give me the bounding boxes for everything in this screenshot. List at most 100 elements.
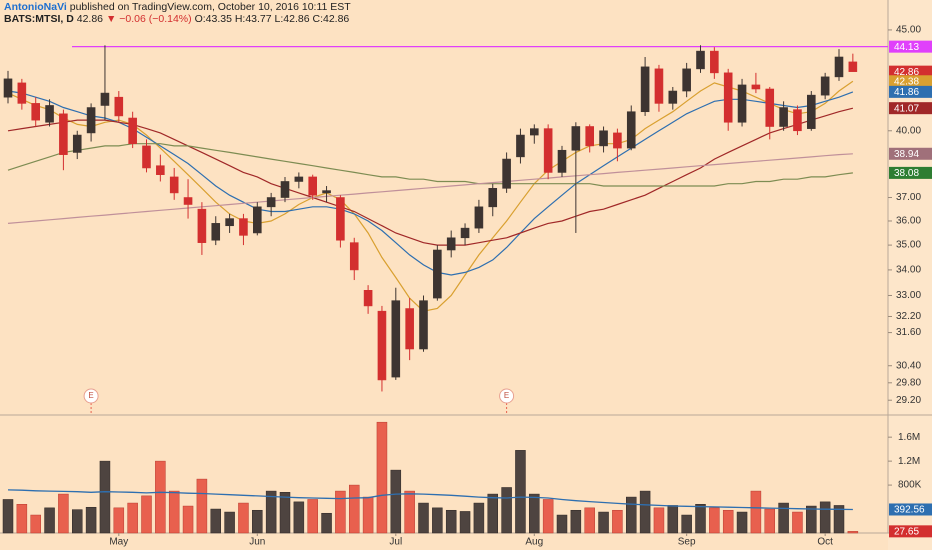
volume-bar bbox=[750, 490, 762, 534]
price-badge bbox=[889, 40, 932, 53]
moving-average bbox=[7, 90, 854, 276]
candle-body bbox=[460, 227, 470, 239]
volume-bar bbox=[279, 492, 291, 534]
volume-bar bbox=[584, 507, 595, 534]
candle-body bbox=[543, 128, 553, 173]
y-tick-label: 37.00 bbox=[896, 192, 921, 203]
volume-bar bbox=[459, 511, 471, 534]
price-badge-label: 42.38 bbox=[894, 76, 919, 87]
candle-body bbox=[751, 84, 761, 90]
volume-bar bbox=[335, 490, 346, 534]
price-badge-label: 38.08 bbox=[894, 168, 919, 179]
moving-average bbox=[7, 143, 853, 187]
volume-bar bbox=[792, 511, 803, 534]
last-price: 42.86 bbox=[76, 13, 104, 25]
candle-body bbox=[779, 107, 788, 127]
volume-bar bbox=[362, 496, 374, 534]
candle-body bbox=[696, 50, 705, 70]
candle-body bbox=[626, 111, 636, 149]
y-tick-label: 35.00 bbox=[896, 240, 921, 251]
y-tick-label: 29.80 bbox=[896, 377, 921, 388]
x-tick-label: May bbox=[109, 537, 128, 548]
volume-bar bbox=[418, 502, 429, 534]
volume-bar bbox=[72, 509, 83, 534]
y-tick-label: 45.00 bbox=[896, 25, 921, 36]
volume-bar bbox=[806, 505, 817, 534]
volume-bar bbox=[224, 511, 235, 534]
candle-body bbox=[419, 300, 428, 350]
candle-body bbox=[100, 92, 110, 106]
price-badge bbox=[889, 147, 932, 160]
symbol: BATS:MTSI, D bbox=[4, 13, 74, 25]
volume-bar bbox=[210, 508, 221, 534]
candle-body bbox=[72, 134, 82, 153]
candle-body bbox=[433, 249, 442, 299]
candle-body bbox=[308, 176, 318, 196]
candle-body bbox=[682, 68, 691, 92]
candle-body bbox=[266, 197, 276, 208]
publish-line: AntonioNaVi published on TradingView.com… bbox=[4, 1, 351, 13]
volume-bar bbox=[639, 490, 651, 534]
candle-body bbox=[529, 128, 539, 136]
price-badge-label: 27.65 bbox=[894, 526, 919, 537]
price-badge-label: 41.07 bbox=[894, 103, 919, 114]
published: published on TradingView.com, October 10… bbox=[69, 1, 351, 13]
volume-bar bbox=[487, 493, 498, 534]
change: ▼ −0.06 (−0.14%) bbox=[105, 13, 192, 25]
price-badge bbox=[889, 75, 932, 88]
candle-body bbox=[848, 61, 858, 72]
volume-bar bbox=[155, 460, 166, 534]
candle-body bbox=[488, 188, 498, 208]
candle-body bbox=[806, 94, 816, 129]
volume-bar bbox=[722, 509, 734, 534]
price-badge bbox=[889, 102, 932, 115]
volume-bar bbox=[141, 495, 152, 534]
volume-bar bbox=[113, 507, 125, 534]
volume-bar bbox=[501, 487, 512, 534]
candle-body bbox=[45, 105, 54, 123]
candle-body bbox=[363, 289, 373, 307]
candle-body bbox=[86, 107, 96, 134]
candle-body bbox=[668, 90, 678, 104]
candle-body bbox=[446, 237, 456, 251]
candle-body bbox=[405, 308, 414, 350]
volume-bar bbox=[653, 507, 665, 534]
change-value: −0.06 (−0.14%) bbox=[119, 13, 192, 25]
candle-body bbox=[349, 242, 359, 271]
candle-body bbox=[654, 68, 664, 104]
candle-body bbox=[211, 223, 221, 241]
event-label: E bbox=[88, 391, 93, 400]
candle-body bbox=[322, 190, 331, 194]
y-tick-label: 30.40 bbox=[896, 360, 921, 371]
volume-bar bbox=[681, 514, 692, 534]
volume-bar bbox=[847, 531, 859, 534]
x-tick-label: Aug bbox=[525, 537, 543, 548]
volume-bar bbox=[390, 469, 402, 534]
event-marker bbox=[499, 388, 515, 404]
volume-bar bbox=[570, 509, 582, 534]
candle-body bbox=[59, 113, 68, 155]
volume-bar bbox=[598, 511, 609, 534]
candle-body bbox=[737, 84, 747, 123]
volume-bar bbox=[307, 499, 318, 534]
price-badge-label: 42.86 bbox=[894, 67, 919, 78]
volume-bar bbox=[556, 514, 568, 534]
candle-body bbox=[17, 82, 27, 104]
candle-body bbox=[239, 218, 248, 236]
volume-bar bbox=[612, 509, 623, 534]
moving-average bbox=[7, 107, 854, 246]
volume-bar bbox=[85, 506, 97, 534]
y-tick-label: 33.00 bbox=[896, 290, 921, 301]
price-badge bbox=[889, 65, 932, 78]
price-badge-label: 41.86 bbox=[894, 87, 919, 98]
candle-body bbox=[820, 76, 830, 96]
volume-bar bbox=[196, 478, 208, 534]
volume-bar bbox=[819, 501, 831, 534]
x-tick-label: Jul bbox=[389, 537, 402, 548]
candle-body bbox=[280, 181, 290, 198]
symbol-line: BATS:MTSI, D 42.86 ▼ −0.06 (−0.14%) O:43… bbox=[4, 13, 351, 25]
volume-tick-label: 800K bbox=[898, 480, 922, 491]
candle-body bbox=[31, 103, 41, 121]
candle-body bbox=[571, 126, 581, 151]
